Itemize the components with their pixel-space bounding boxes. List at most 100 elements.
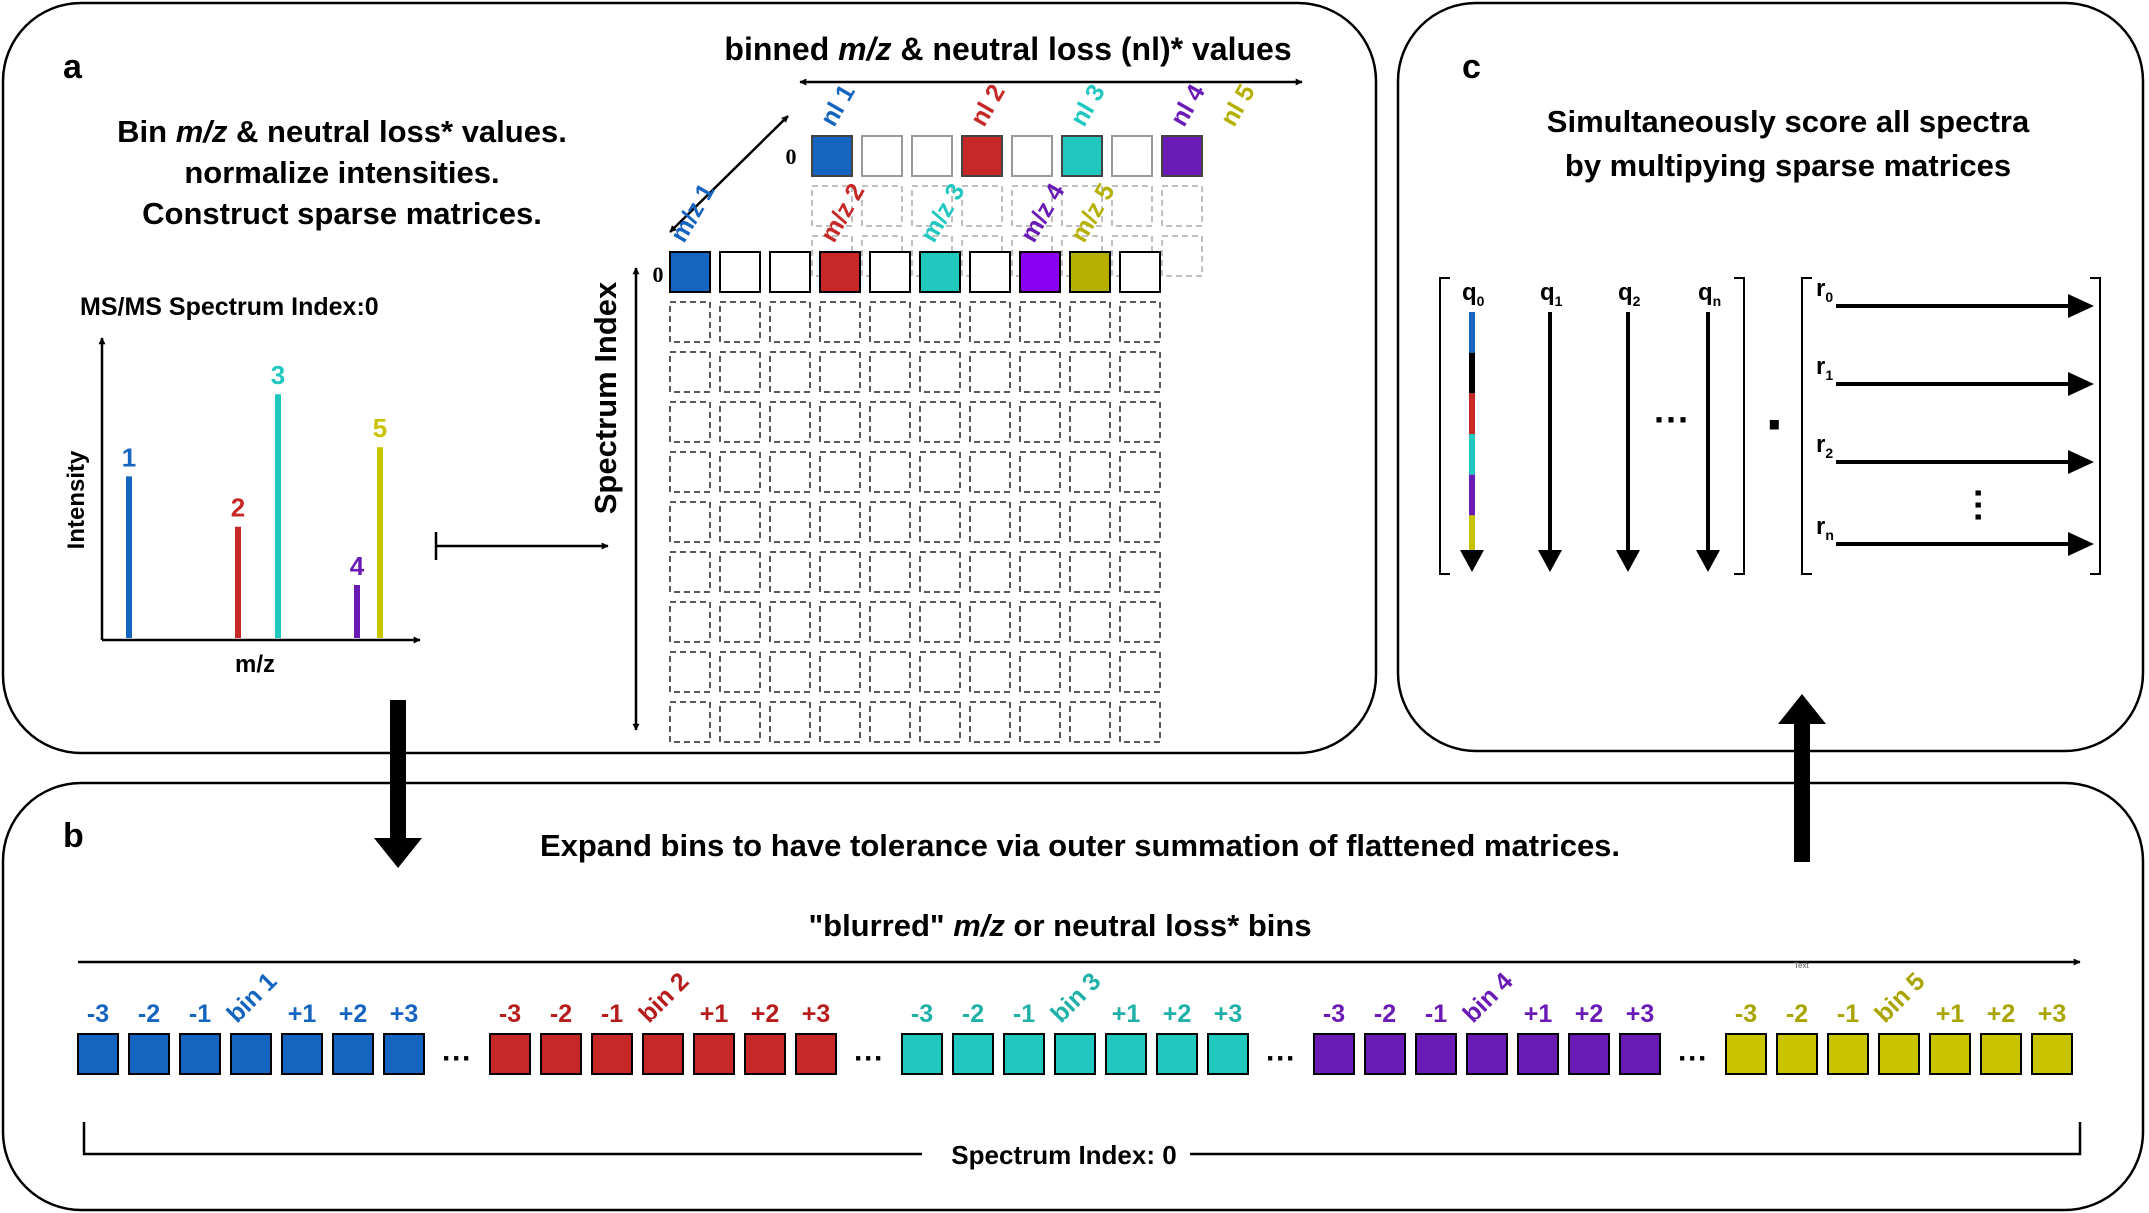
mz-matrix-empty-cell — [869, 601, 911, 643]
bin-group-ellipsis: ··· — [442, 1042, 472, 1075]
mz-matrix-empty-cell — [1069, 351, 1111, 393]
mz-matrix-empty-cell — [669, 551, 711, 593]
q-ellipsis: ··· — [1654, 399, 1690, 440]
bin-2-label: bin 2 — [633, 967, 694, 1028]
mz-matrix-empty-cell — [669, 651, 711, 693]
bin-1-offset: -1 — [189, 1000, 211, 1028]
mz-cell-5 — [1069, 251, 1111, 293]
nl-matrix-empty-cell — [961, 185, 1003, 227]
mz-matrix-empty-cell — [769, 651, 811, 693]
q0-arrowhead — [1460, 550, 1484, 572]
nl-matrix-empty-cell — [1011, 185, 1053, 227]
bin-5-cell — [1929, 1033, 1971, 1075]
mz-matrix-empty-cell — [719, 651, 761, 693]
r-label-0: r0 — [1816, 275, 1833, 305]
mz-matrix-empty-cell — [1019, 651, 1061, 693]
r-subscript: n — [1825, 527, 1834, 543]
bin-1-cell — [179, 1033, 221, 1075]
bin-3-offset: -2 — [962, 1000, 984, 1028]
bin-1-label: bin 1 — [221, 967, 282, 1028]
mz-matrix-empty-cell — [869, 701, 911, 743]
bin-5-cell — [1725, 1033, 1767, 1075]
panel-c-frame — [1396, 1, 2145, 753]
mz-matrix-empty-cell — [819, 651, 861, 693]
bin-1-offset: -3 — [87, 1000, 109, 1028]
mz-matrix-empty-cell — [669, 451, 711, 493]
bin-4-cell — [1364, 1033, 1406, 1075]
mz-matrix-empty-cell — [769, 351, 811, 393]
mz-matrix-empty-cell — [1069, 301, 1111, 343]
mz-matrix-empty-cell — [1119, 451, 1161, 493]
instruction-line-1: Bin m/z & neutral loss* values. — [117, 114, 567, 149]
q-arrowhead — [1616, 550, 1640, 572]
r-label-2: r2 — [1816, 431, 1833, 461]
mz-matrix-empty-cell — [719, 701, 761, 743]
mz-matrix-empty-cell — [1019, 701, 1061, 743]
mz-matrix-empty-cell — [1019, 301, 1061, 343]
mz-cell-3 — [919, 251, 961, 293]
mz-matrix-empty-cell — [819, 601, 861, 643]
bin-5-offset: -3 — [1735, 1000, 1757, 1028]
bracket-label-mask — [922, 1136, 1190, 1172]
nl-label-2: nl 2 — [965, 80, 1011, 131]
blurred-axis-label: "blurred" m/z or neutral loss* bins — [808, 908, 1311, 943]
mz-row-zero: 0 — [653, 262, 664, 287]
b-to-c-arrowhead — [1778, 694, 1826, 724]
mz-matrix-empty-cell — [1069, 701, 1111, 743]
panel-a-frame — [1, 1, 1378, 755]
panel-a-label: a — [63, 48, 83, 86]
mz-matrix-empty-cell — [1119, 351, 1161, 393]
bin-5-label: bin 5 — [1869, 967, 1930, 1028]
mz-matrix-empty-cell — [1069, 501, 1111, 543]
bin-3-label: bin 3 — [1045, 967, 1106, 1028]
bin-2-cell — [489, 1033, 531, 1075]
bin-3-offset: +3 — [1214, 1000, 1243, 1028]
mz-matrix-empty-cell — [1069, 601, 1111, 643]
nl-row-zero: 0 — [786, 144, 797, 169]
bin-group-ellipsis: ··· — [1266, 1042, 1296, 1075]
peak-label-4: 4 — [350, 551, 365, 581]
mz-matrix-empty-cell — [869, 301, 911, 343]
mz-matrix-empty-cell — [719, 351, 761, 393]
bin-2-offset: +2 — [751, 1000, 780, 1028]
mz-matrix-empty-cell — [669, 501, 711, 543]
q-label-0: q0 — [1462, 279, 1485, 309]
q-subscript: 1 — [1555, 293, 1563, 309]
mz-matrix-empty-cell — [969, 701, 1011, 743]
spectrum-index-label: Spectrum Index — [588, 281, 623, 514]
bin-3-offset: -3 — [911, 1000, 933, 1028]
nl-empty-cell — [1111, 135, 1153, 177]
r-arrowhead — [2068, 450, 2094, 474]
mz-matrix-empty-cell — [769, 451, 811, 493]
panel-b-label: b — [63, 817, 84, 855]
bin-1-cell — [281, 1033, 323, 1075]
mz-matrix-empty-cell — [919, 351, 961, 393]
mz-matrix-empty-cell — [669, 351, 711, 393]
bin-2-cell — [540, 1033, 582, 1075]
r-ellipsis: ··· — [1958, 488, 1999, 524]
q-subscript: 0 — [1477, 293, 1485, 309]
nl-matrix-empty-cell — [1161, 185, 1203, 227]
panel-c-label: c — [1462, 48, 1481, 86]
mz-matrix-empty-cell — [1069, 451, 1111, 493]
mz-matrix-empty-cell — [669, 601, 711, 643]
bin-3-cell — [901, 1033, 943, 1075]
bin-3-cell — [1054, 1033, 1096, 1075]
spectrum-peaks: 1 2 3 4 5 — [122, 360, 387, 638]
mz-matrix-empty-cell — [1119, 701, 1161, 743]
bin-2-cell — [744, 1033, 786, 1075]
bin-4-offset: -3 — [1323, 1000, 1345, 1028]
q-arrowhead — [1696, 550, 1720, 572]
spectrum-title: MS/MS Spectrum Index:0 — [80, 293, 379, 321]
bin-4-offset: -1 — [1425, 1000, 1447, 1028]
panel-c-title-2: by multipying sparse matrices — [1565, 148, 2011, 183]
mz-matrix-empty-cell — [819, 701, 861, 743]
mz-matrix-empty-cell — [769, 401, 811, 443]
mz-matrix-empty-cell — [1119, 651, 1161, 693]
q-left-bracket — [1439, 277, 1450, 575]
mz-label-1: m/z 1 — [665, 179, 721, 247]
r-label-n: rn — [1816, 513, 1834, 543]
mz-cell-4 — [1019, 251, 1061, 293]
mz-matrix-empty-cell — [769, 551, 811, 593]
mz-matrix-empty-cell — [919, 601, 961, 643]
